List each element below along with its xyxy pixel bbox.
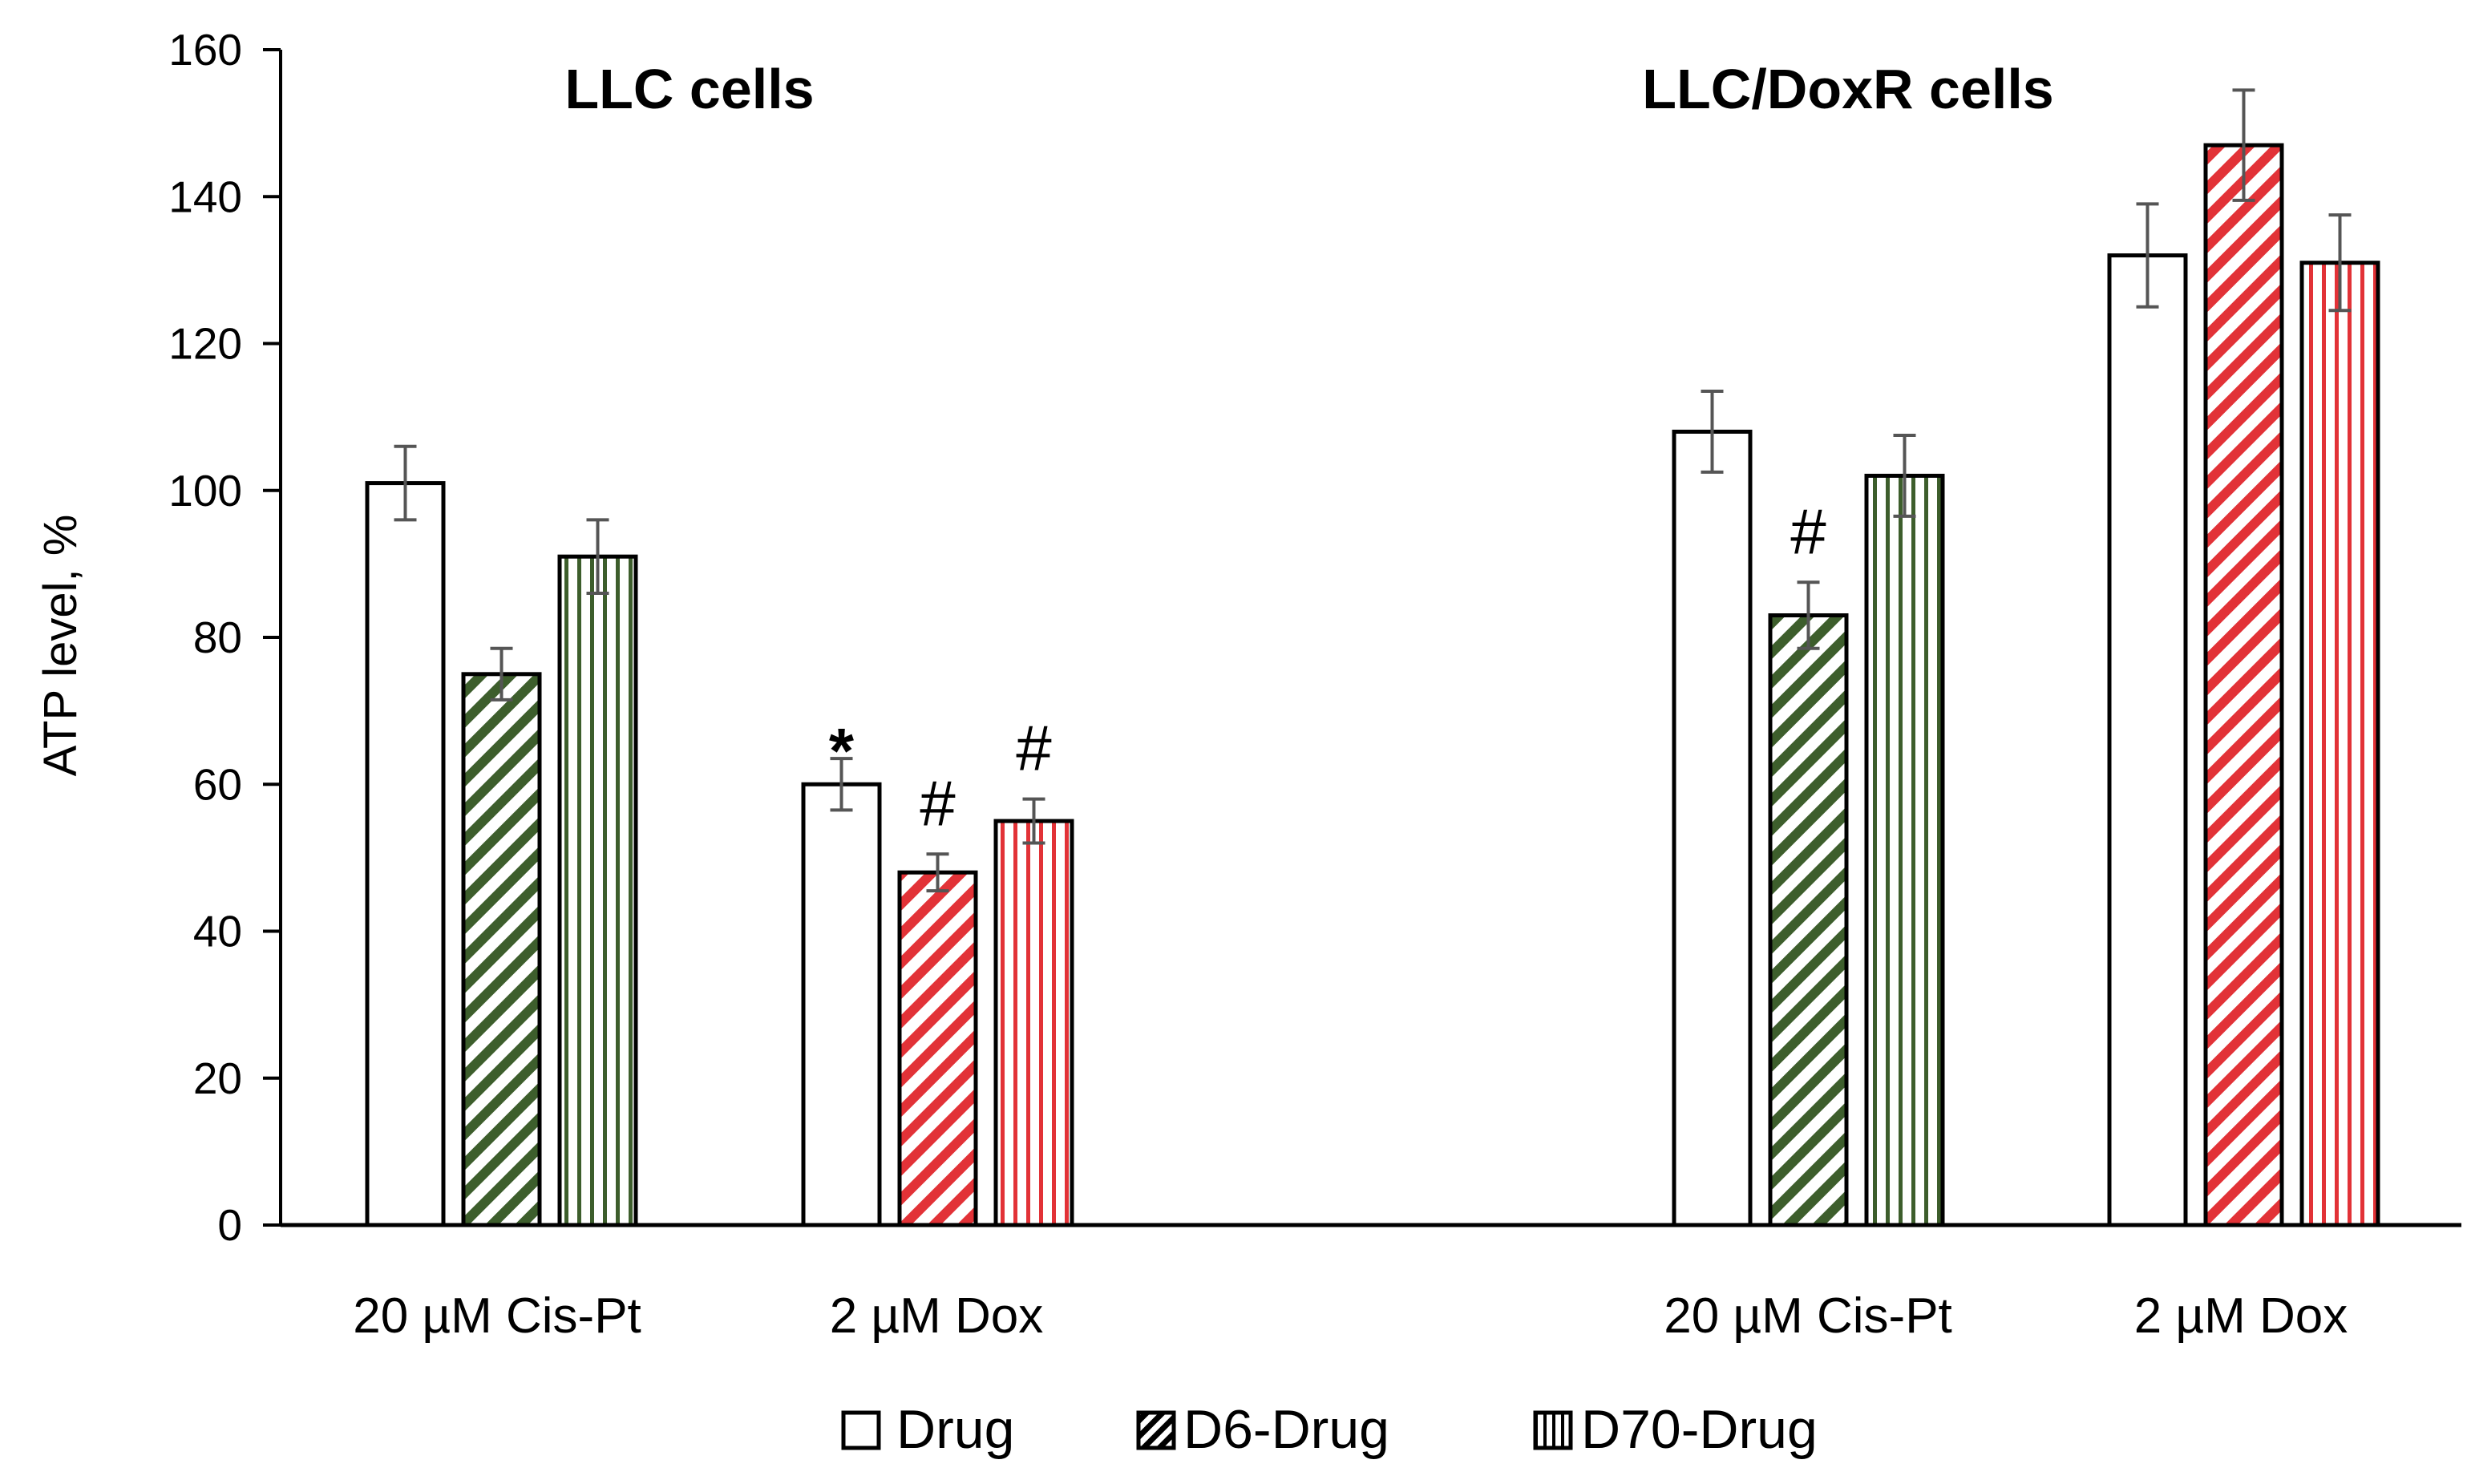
bar-d70-drug	[1864, 473, 1945, 1227]
significance-marker: *	[829, 715, 855, 786]
y-tick-label: 140	[168, 172, 242, 221]
error-bar	[1797, 580, 1820, 650]
y-tick-label: 0	[217, 1200, 242, 1250]
error-bar	[1893, 434, 1916, 518]
error-bar	[2232, 88, 2255, 202]
panel-title-llc-doxr: LLC/DoxR cells	[1642, 58, 2053, 120]
significance-marker: #	[920, 767, 956, 839]
legend-swatch-drug	[841, 1410, 881, 1450]
y-axis-label: ATP level, %	[34, 515, 87, 777]
x-group-label: 2 µM Dox	[830, 1288, 1044, 1344]
error-bar	[586, 518, 609, 596]
bar-d70-drug	[2299, 261, 2380, 1227]
bar-d6-drug	[461, 672, 542, 1227]
legend-item-drug: Drug	[841, 1399, 1014, 1460]
bar-drug	[801, 782, 882, 1227]
legend-swatch-d6-drug	[1136, 1410, 1176, 1450]
bar-drug	[2107, 253, 2188, 1227]
y-tick-label: 80	[193, 613, 242, 662]
legend-label-drug: Drug	[896, 1399, 1014, 1460]
y-tick-label: 160	[168, 25, 242, 75]
bar-d6-drug	[897, 870, 978, 1227]
legend-item-d70-drug: D70-Drug	[1533, 1399, 1818, 1460]
bar-d70-drug	[993, 819, 1074, 1227]
error-bar	[1022, 797, 1045, 845]
y-tick-label: 60	[193, 759, 242, 809]
y-tick-label: 20	[193, 1053, 242, 1103]
panel-title-llc: LLC cells	[564, 58, 814, 120]
bar-d70-drug	[557, 554, 638, 1227]
y-tick-label: 120	[168, 319, 242, 369]
legend: Drug D6-Drug D70-Drug	[841, 1399, 1818, 1460]
legend-swatch-d70-drug	[1533, 1410, 1573, 1450]
bar-drug	[365, 481, 446, 1227]
bar-d6-drug	[1768, 613, 1849, 1227]
bar-d6-drug	[2203, 143, 2284, 1227]
y-tick-label: 100	[168, 466, 242, 516]
error-bar	[830, 757, 853, 812]
significance-marker: #	[1016, 713, 1052, 784]
error-bar	[2328, 213, 2352, 313]
error-bar	[2136, 202, 2159, 309]
legend-label-d6-drug: D6-Drug	[1183, 1399, 1389, 1460]
legend-label-d70-drug: D70-Drug	[1581, 1399, 1818, 1460]
error-bar	[1701, 390, 1724, 474]
bar-drug	[1672, 429, 1753, 1227]
x-group-label: 20 µM Cis-Pt	[1664, 1288, 1952, 1344]
significance-marker: #	[1790, 495, 1826, 567]
y-tick-label: 40	[193, 907, 242, 956]
error-bar	[926, 852, 949, 893]
error-bar	[394, 444, 417, 522]
legend-item-d6-drug: D6-Drug	[1136, 1399, 1389, 1460]
x-group-label: 2 µM Dox	[2134, 1288, 2348, 1344]
x-group-label: 20 µM Cis-Pt	[353, 1288, 641, 1344]
error-bar	[490, 646, 513, 702]
